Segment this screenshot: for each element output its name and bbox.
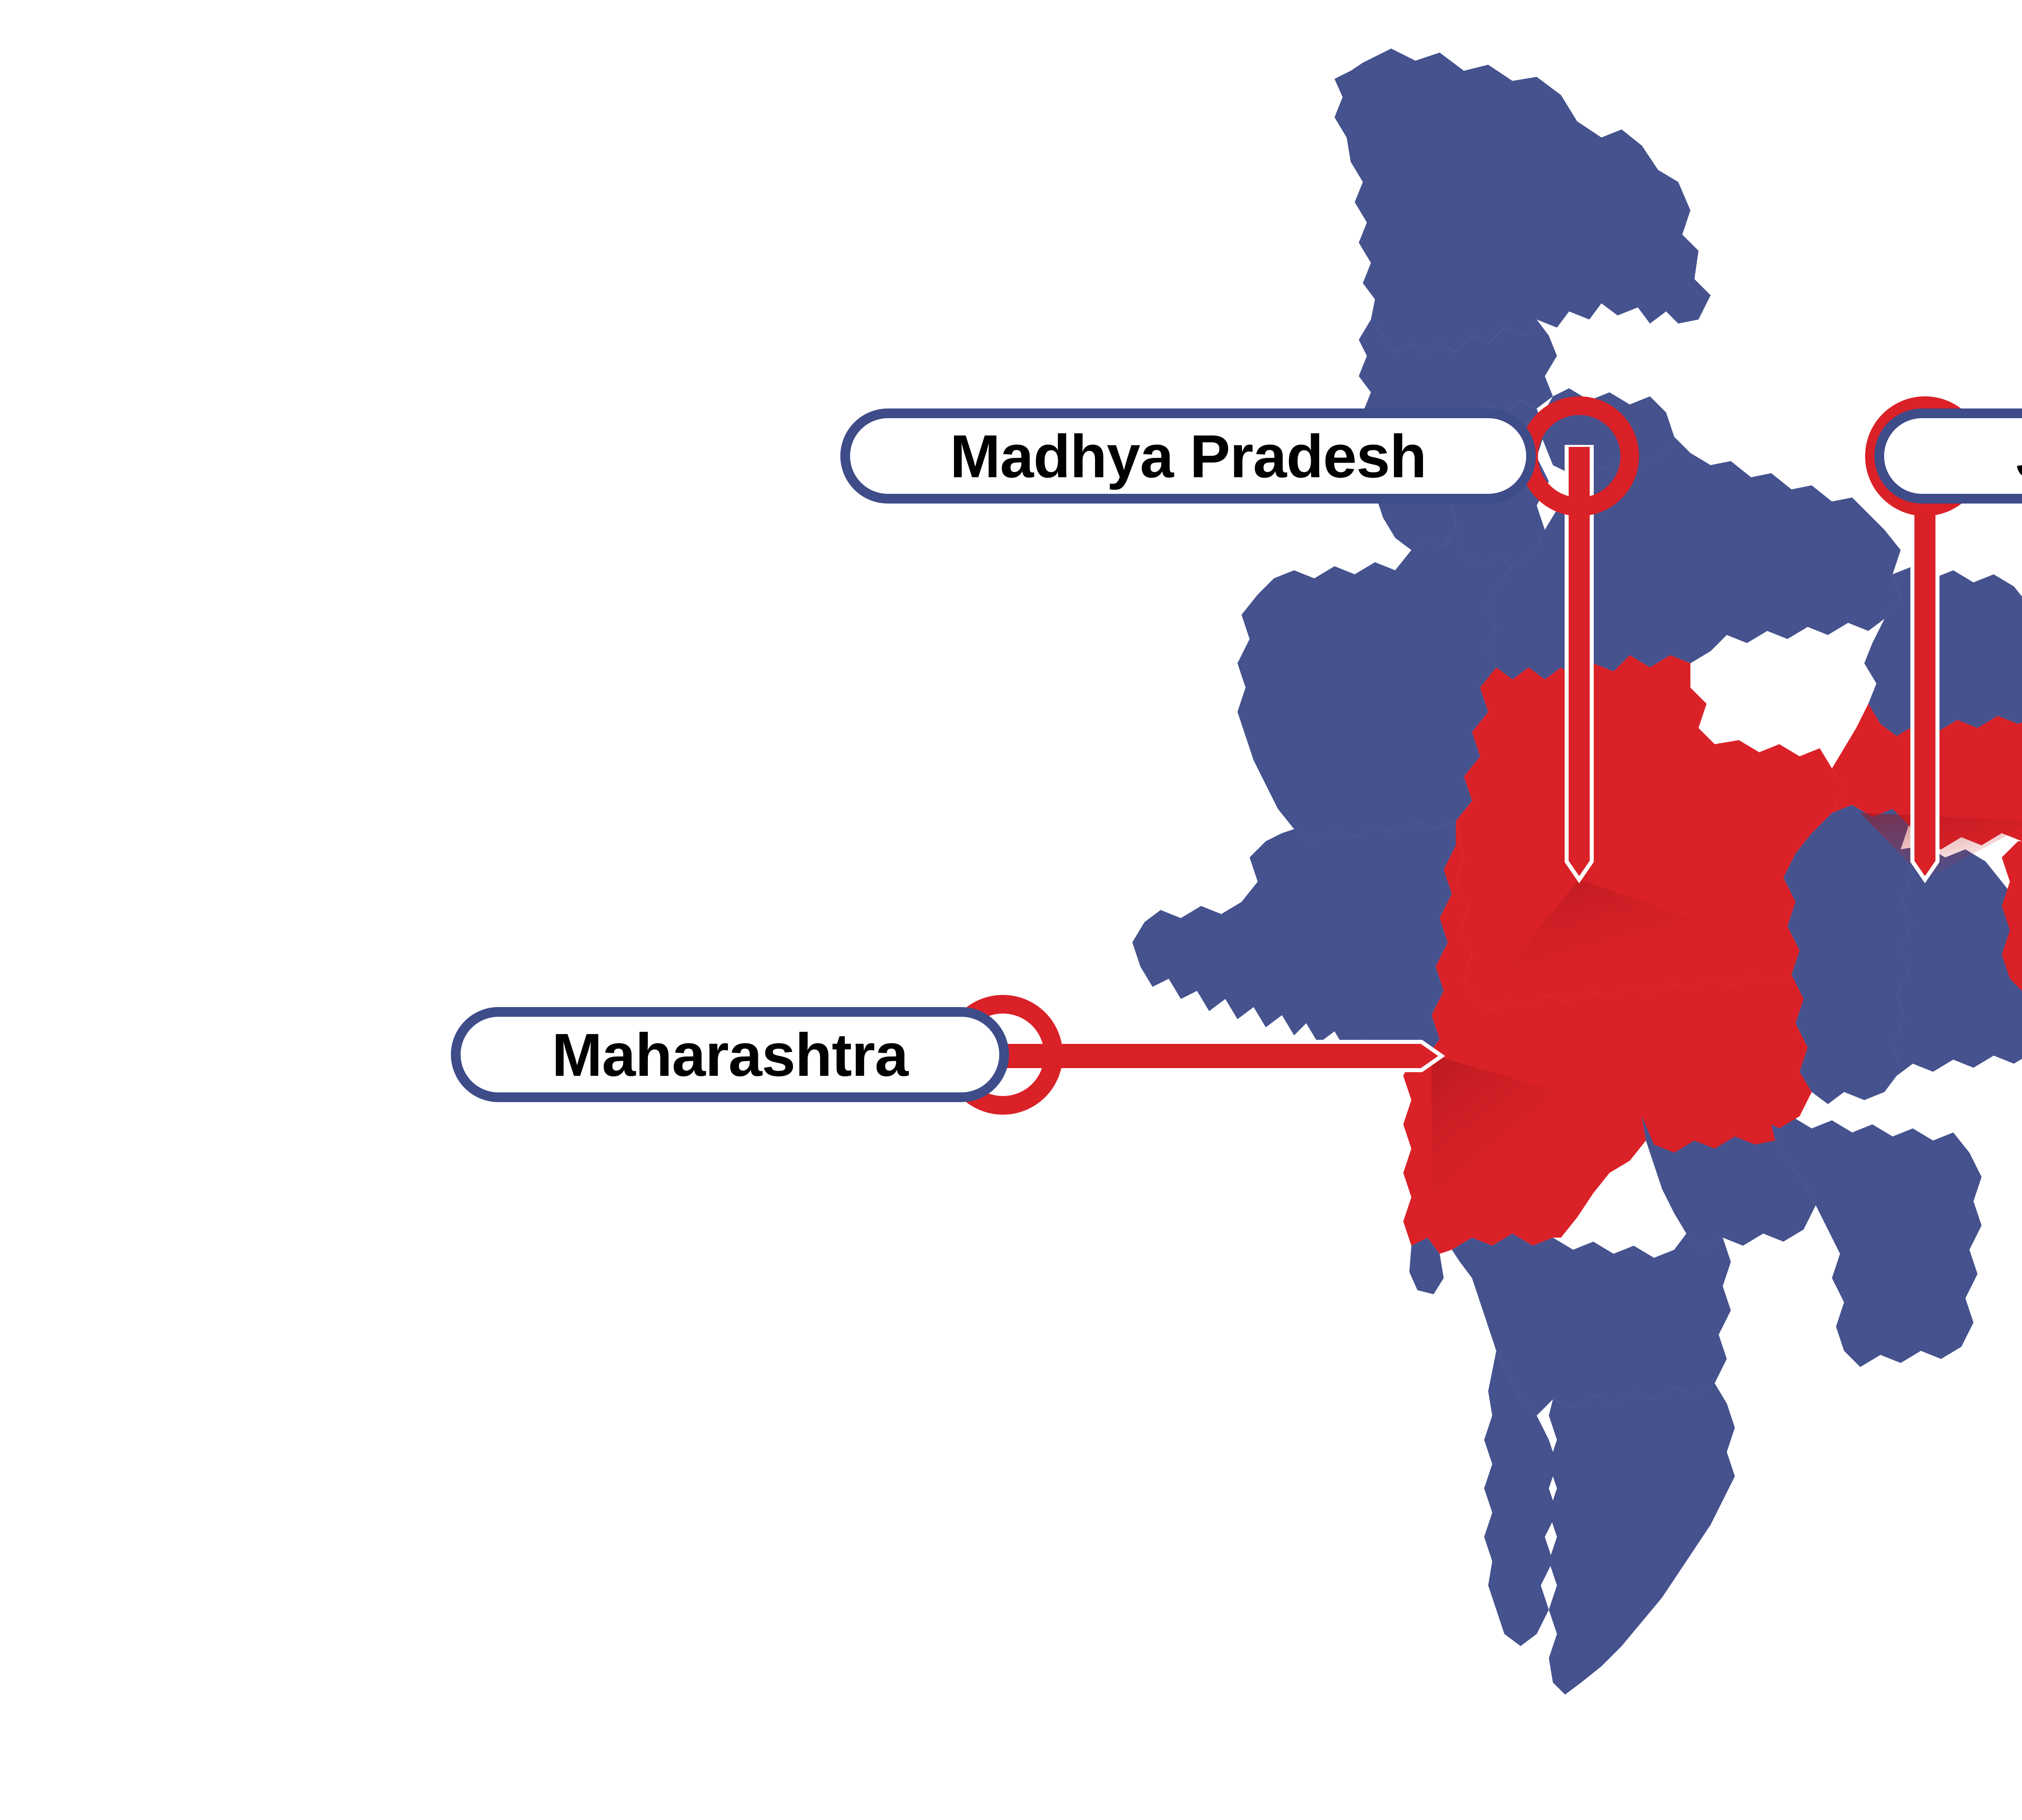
state-bihar <box>1864 566 2022 736</box>
state-goa <box>1409 1238 1444 1294</box>
callout-maharashtra[interactable]: Maharashtra <box>0 0 1445 1115</box>
pointer-stem-jharkhand <box>1910 445 1940 883</box>
callout-box-madhya-pradesh[interactable]: Madhya Pradesh <box>840 408 1536 504</box>
callout-label-jharkhand: Jharkhand <box>2016 426 2022 487</box>
state-gujarat <box>1132 821 1456 1068</box>
state-maharashtra-highlight <box>1403 821 1812 1254</box>
state-odisha <box>1885 845 2022 1092</box>
state-madhya-pradesh-shade <box>1496 880 1715 979</box>
state-delhi <box>1510 508 1541 542</box>
callout-label-madhya-pradesh: Madhya Pradesh <box>950 422 1427 490</box>
marker-ring-madhya-pradesh <box>1519 396 1639 516</box>
state-jammu-kashmir <box>1335 49 1711 356</box>
state-west-bengal-highlight <box>2002 841 2022 991</box>
state-jharkhand-shade <box>1860 813 2022 880</box>
callout-madhya-pradesh[interactable]: Madhya Pradesh <box>0 0 1639 883</box>
state-chhattisgarh <box>1783 805 1913 1104</box>
state-maharashtra-shade <box>1432 1055 1561 1197</box>
callout-box-jharkhand[interactable]: Jharkhand <box>1874 408 2022 504</box>
callout-label-maharashtra: Maharashtra <box>552 1020 908 1089</box>
state-rajasthan <box>1237 534 1512 841</box>
state-andhra-pradesh <box>1771 1116 1982 1367</box>
state-tamil-nadu <box>1549 1383 1735 1695</box>
pointer-stem-madhya-pradesh <box>1565 445 1594 883</box>
state-karnataka <box>1452 1234 1731 1416</box>
state-kerala <box>1484 1351 1557 1646</box>
callout-box-maharashtra[interactable]: Maharashtra <box>451 1007 1009 1102</box>
pointer-stem-maharashtra <box>983 1040 1445 1072</box>
state-himachal-pradesh <box>1359 320 1557 429</box>
